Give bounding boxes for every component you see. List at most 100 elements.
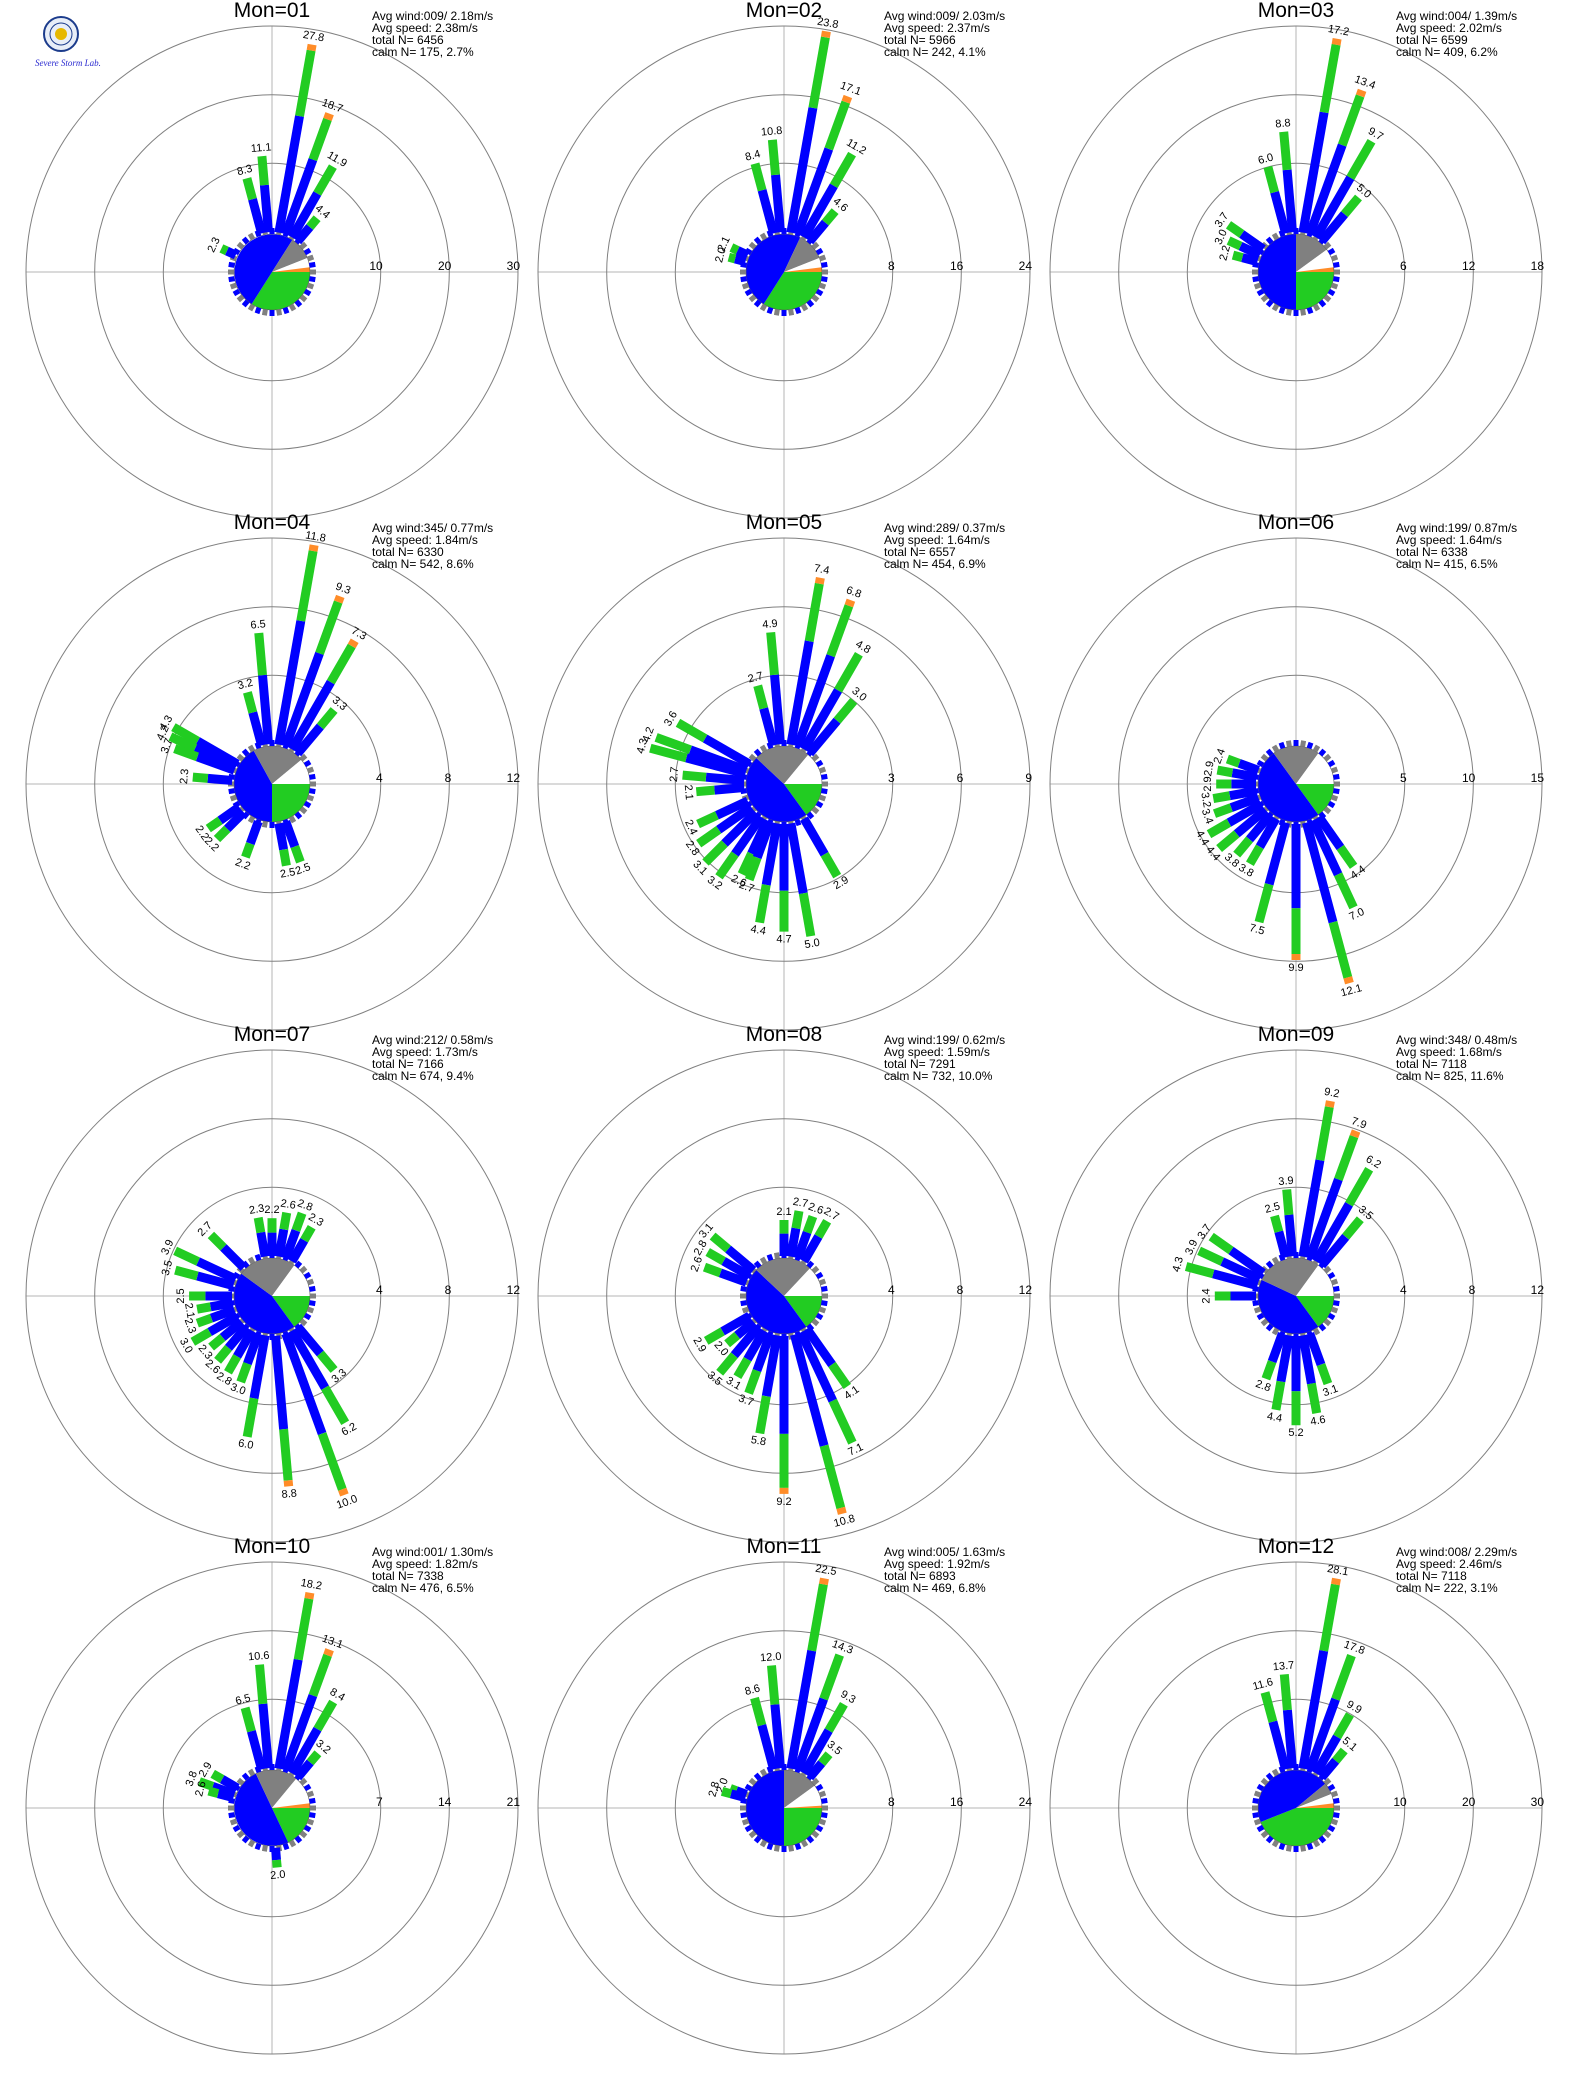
stub-bar	[811, 294, 820, 303]
bar-segment-blue	[714, 783, 745, 795]
bar-segment-green	[767, 139, 780, 176]
calm-pie-green	[784, 784, 822, 815]
bar-value-label: 6.5	[250, 618, 266, 631]
bar-segment-green	[214, 1344, 232, 1364]
stub-bar	[1306, 306, 1314, 315]
stub-bar	[1332, 276, 1340, 283]
bar-segment-blue	[1302, 821, 1338, 924]
stub-bar	[1265, 236, 1274, 245]
bar-segment-green	[241, 842, 255, 859]
bar-segment-green	[1225, 221, 1245, 238]
bar-value-label: 18.2	[300, 1577, 323, 1593]
bar-value-label: 4.7	[776, 934, 791, 946]
bar-segment-blue	[1255, 816, 1280, 849]
stub-bar	[1332, 1797, 1340, 1804]
wind-rose-9: 4 8 129.27.96.23.53.92.54.33.93.72.42.84.4…	[1049, 1023, 1544, 1543]
bar-segment-blue	[207, 1312, 240, 1336]
stub-bar	[820, 1285, 828, 1292]
bar-value-label: 3.7	[159, 737, 176, 755]
bar-value-label: 2.1	[776, 1206, 791, 1218]
stub-bar	[1260, 1318, 1269, 1327]
stub-bar	[811, 241, 820, 250]
bar-segment-green	[236, 1362, 252, 1384]
ring-circle	[537, 1049, 1031, 1543]
stub-bar	[818, 1278, 827, 1286]
stub-bar	[1285, 1844, 1292, 1852]
stub-bar	[748, 294, 757, 303]
calm-pie-orange	[784, 267, 822, 272]
stub-bar	[753, 1260, 762, 1269]
info-avg-speed: Avg speed: 1.68m/s	[1396, 1045, 1502, 1059]
bar-segment-blue	[220, 1244, 247, 1271]
ring-label: 8	[888, 1795, 895, 1809]
ring-label: 4	[1400, 1283, 1407, 1297]
bar-segment-green	[213, 825, 231, 843]
ring-label: 6	[1400, 259, 1407, 273]
calm-pie-white	[272, 759, 310, 784]
calm-pie-white	[784, 1785, 822, 1808]
ring-label: 12	[507, 1283, 521, 1297]
stub-bar	[806, 1260, 815, 1269]
ring-label: 16	[950, 1795, 964, 1809]
bar-segment-green	[819, 1653, 844, 1701]
ring-circle	[537, 1561, 1031, 2055]
stub-bar	[1327, 1271, 1336, 1280]
lab-logo: Severe Storm Lab.	[35, 16, 101, 68]
bar-value-label: 11.6	[1251, 1676, 1274, 1693]
stub-bar	[1332, 1812, 1340, 1819]
bar-segment-green	[1332, 1747, 1348, 1764]
bar-segment-green	[279, 848, 291, 867]
bar-value-label: 3.9	[1183, 1238, 1200, 1257]
stub-bar	[1265, 1260, 1274, 1269]
bar-value-label: 3.1	[1321, 1383, 1339, 1400]
calm-pie-white	[1296, 249, 1334, 272]
stub-bar	[1271, 1256, 1280, 1265]
bar-segment-blue	[1318, 1233, 1350, 1269]
stub-bar	[1327, 247, 1336, 256]
stub-bar	[811, 1265, 820, 1274]
bar-segment-blue	[1312, 175, 1355, 240]
bar-value-label: 2.4	[1201, 1288, 1213, 1303]
calm-pie-white	[1296, 1265, 1334, 1296]
bar-value-label: 2.2	[264, 1204, 279, 1216]
bar-value-label: 10.6	[248, 1650, 270, 1664]
stub-bar	[1256, 1783, 1265, 1792]
bar-segment-blue	[716, 803, 754, 834]
stub-bar	[1278, 1842, 1286, 1851]
bar-segment-blue	[288, 1726, 322, 1776]
stub-bar	[261, 820, 268, 828]
bar-segment-green	[824, 100, 851, 151]
ring-circle	[25, 1561, 519, 2055]
ring-circle	[162, 1698, 382, 1918]
bar-segment-orange	[1324, 1100, 1335, 1108]
bar-segment-green	[798, 892, 816, 937]
bar-segment-blue	[733, 254, 747, 266]
stub-bar	[815, 288, 824, 297]
bar-value-label: 2.1	[182, 1302, 196, 1319]
stub-bar	[303, 1271, 312, 1280]
bar-segment-blue	[806, 717, 841, 757]
stub-bar	[1330, 282, 1339, 290]
ring-circle	[94, 606, 450, 962]
bar-segment-blue	[793, 654, 835, 748]
bar-value-label: 7.5	[1248, 922, 1266, 938]
stub-bar	[820, 1797, 828, 1804]
ring-circle	[94, 1118, 450, 1474]
bar-segment-blue	[1229, 793, 1260, 812]
chart-title: Mon=11	[747, 1535, 822, 1558]
bar-value-label: 5.2	[1288, 1427, 1303, 1439]
wind-rose-5: 3 6 97.46.84.83.04.92.73.64.24.32.72.12.42…	[537, 511, 1032, 1031]
stub-bar	[247, 1768, 256, 1777]
bar-segment-orange	[836, 1506, 847, 1515]
bar-segment-green	[682, 770, 707, 782]
bar-segment-blue	[258, 1703, 273, 1769]
bar-value-label: 4.4	[750, 923, 767, 937]
bar-value-label: 6.0	[237, 1437, 254, 1451]
stub-bar	[753, 236, 762, 245]
bar-segment-orange	[1349, 1129, 1361, 1139]
stub-bar	[1323, 1265, 1332, 1274]
ring-label: 16	[950, 259, 964, 273]
bar-segment-green	[242, 1397, 259, 1438]
stub-bar	[1312, 1327, 1321, 1336]
